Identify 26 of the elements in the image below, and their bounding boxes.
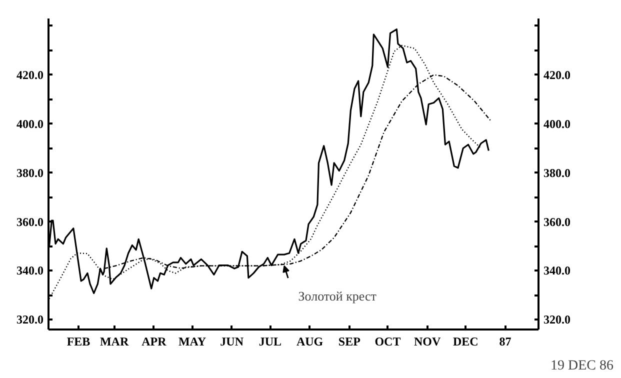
y2-tick-label: 360.0 [544, 214, 570, 229]
y-tick-label: 420.0 [16, 68, 44, 82]
y2-tick-label: 420.0 [544, 68, 570, 82]
x-tick-label: 87 [499, 334, 512, 348]
y-tick-label: 380.0 [16, 166, 44, 180]
x-tick-label: NOV [414, 334, 442, 348]
x-tick-label: OCT [374, 334, 401, 348]
y2-tick-label: 380.0 [544, 166, 570, 180]
y-tick-label: 360.0 [16, 214, 44, 229]
annotation: Золотой крест [298, 288, 377, 304]
y2-tick-label: 400.0 [544, 116, 570, 131]
x-tick-label: APR [142, 334, 167, 348]
text: 19 DEC 86 [550, 358, 614, 374]
x-tick-label: MAY [178, 334, 206, 348]
y-tick-label: 340.0 [16, 264, 44, 278]
y2-tick-label: 340.0 [544, 264, 570, 278]
x-tick-label: DEC [453, 334, 478, 348]
x-tick-label: MAR [100, 334, 129, 348]
y-tick-label: 320.0 [16, 312, 44, 327]
y2-tick-label: 320.0 [544, 312, 570, 327]
x-tick-label: FEB [66, 334, 90, 348]
x-tick-label: JUL [258, 334, 282, 348]
x-tick-label: AUG [296, 334, 324, 348]
x-tick-label: JUN [220, 334, 244, 348]
y-tick-label: 400.0 [16, 116, 44, 131]
x-tick-label: SEP [338, 334, 360, 348]
